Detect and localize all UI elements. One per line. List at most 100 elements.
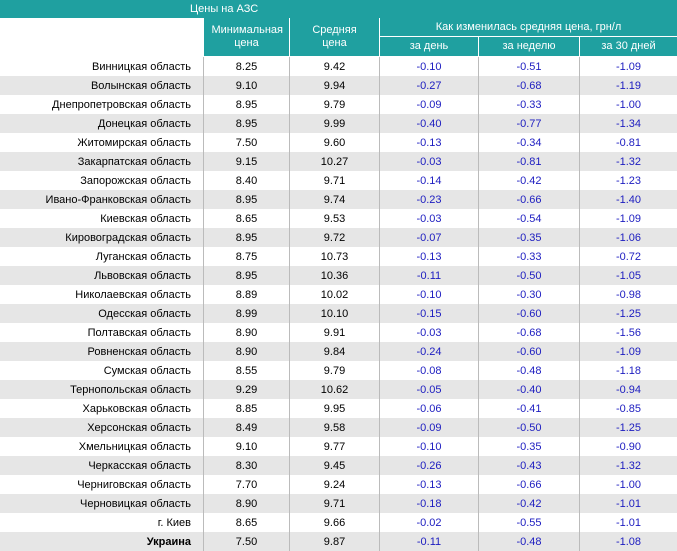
- row-label: г. Киев: [157, 516, 191, 529]
- cell: -1.09: [579, 209, 677, 228]
- cell: -1.05: [579, 266, 677, 285]
- cell: -1.18: [579, 361, 677, 380]
- cell: -0.43: [478, 456, 579, 475]
- cell: -0.68: [478, 323, 579, 342]
- cell: 10.02: [289, 285, 379, 304]
- cell: -1.09: [579, 57, 677, 76]
- cell: -1.34: [579, 114, 677, 133]
- cell: 8.65: [203, 513, 289, 532]
- column-header-text: Минимальная цена: [211, 24, 284, 49]
- cell: 8.85: [203, 399, 289, 418]
- cell: -0.54: [478, 209, 579, 228]
- cell: -1.06: [579, 228, 677, 247]
- row-label: Харьковская область: [82, 402, 192, 415]
- cell: -1.23: [579, 171, 677, 190]
- cell: 9.53: [289, 209, 379, 228]
- cell: -0.09: [379, 95, 478, 114]
- cell: 8.55: [203, 361, 289, 380]
- cell: 9.95: [289, 399, 379, 418]
- cell: -0.66: [478, 190, 579, 209]
- cell: -0.98: [579, 285, 677, 304]
- row-label: Ивано-Франковская область: [0, 190, 203, 209]
- cell: -0.26: [379, 456, 478, 475]
- cell: 9.10: [203, 437, 289, 456]
- cell: 9.79: [289, 361, 379, 380]
- cell: 9.10: [203, 76, 289, 95]
- cell: 9.87: [289, 532, 379, 551]
- cell: -0.11: [379, 532, 478, 551]
- cell: -0.33: [478, 95, 579, 114]
- row-label: Винницкая область: [92, 60, 191, 73]
- row-label: Житомирская область: [77, 136, 191, 149]
- cell: -0.03: [379, 209, 478, 228]
- cell: -1.01: [579, 494, 677, 513]
- column-header: Средняя цена: [289, 18, 379, 57]
- cell: -0.55: [478, 513, 579, 532]
- cell: 9.71: [289, 171, 379, 190]
- cell: -1.19: [579, 76, 677, 95]
- cell: -0.30: [478, 285, 579, 304]
- cell: -0.51: [478, 57, 579, 76]
- cell: -0.77: [478, 114, 579, 133]
- row-label: Киевская область: [100, 212, 191, 225]
- cell: -0.60: [478, 342, 579, 361]
- cell: -1.09: [579, 342, 677, 361]
- cell: 8.30: [203, 456, 289, 475]
- cell: -1.08: [579, 532, 677, 551]
- row-label: Черкасская область: [0, 456, 203, 475]
- cell: -1.32: [579, 456, 677, 475]
- cell: 9.77: [289, 437, 379, 456]
- cell: 8.95: [203, 228, 289, 247]
- cell: 9.45: [289, 456, 379, 475]
- cell: 8.90: [203, 323, 289, 342]
- cell: -0.42: [478, 494, 579, 513]
- cell: -0.08: [379, 361, 478, 380]
- cell: -0.34: [478, 133, 579, 152]
- cell: -0.48: [478, 532, 579, 551]
- cell: -1.00: [579, 95, 677, 114]
- cell: -1.25: [579, 418, 677, 437]
- cell: 9.72: [289, 228, 379, 247]
- cell: 10.36: [289, 266, 379, 285]
- cell: 8.99: [203, 304, 289, 323]
- cell: -0.94: [579, 380, 677, 399]
- cell: -0.35: [478, 228, 579, 247]
- cell: 9.29: [203, 380, 289, 399]
- row-label: Николаевская область: [75, 288, 191, 301]
- column-header-text: Средняя цена: [312, 24, 357, 49]
- row-label: Ровненская область: [0, 342, 203, 361]
- cell: -0.03: [379, 323, 478, 342]
- cell: 9.84: [289, 342, 379, 361]
- cell: 9.42: [289, 57, 379, 76]
- cell: 9.60: [289, 133, 379, 152]
- cell: -0.27: [379, 76, 478, 95]
- cell: 9.74: [289, 190, 379, 209]
- cell: -0.07: [379, 228, 478, 247]
- cell: -0.72: [579, 247, 677, 266]
- cell: 8.95: [203, 190, 289, 209]
- cell: 10.27: [289, 152, 379, 171]
- row-label: Запорожская область: [80, 174, 191, 187]
- row-label: Полтавская область: [87, 326, 191, 339]
- cell: 8.49: [203, 418, 289, 437]
- cell: 9.91: [289, 323, 379, 342]
- column-header: Минимальная цена: [203, 18, 289, 57]
- cell: 8.90: [203, 494, 289, 513]
- cell: 8.25: [203, 57, 289, 76]
- cell: 9.94: [289, 76, 379, 95]
- cell: -0.33: [478, 247, 579, 266]
- cell: -1.32: [579, 152, 677, 171]
- row-label: Херсонская область: [0, 418, 203, 437]
- cell: -0.09: [379, 418, 478, 437]
- cell: -1.00: [579, 475, 677, 494]
- cell: -0.85: [579, 399, 677, 418]
- cell: -0.68: [478, 76, 579, 95]
- cell: -1.56: [579, 323, 677, 342]
- cell: -0.41: [478, 399, 579, 418]
- cell: -0.10: [379, 437, 478, 456]
- cell: 8.95: [203, 114, 289, 133]
- cell: 9.99: [289, 114, 379, 133]
- row-label: Тернопольская область: [0, 380, 203, 399]
- cell: 8.75: [203, 247, 289, 266]
